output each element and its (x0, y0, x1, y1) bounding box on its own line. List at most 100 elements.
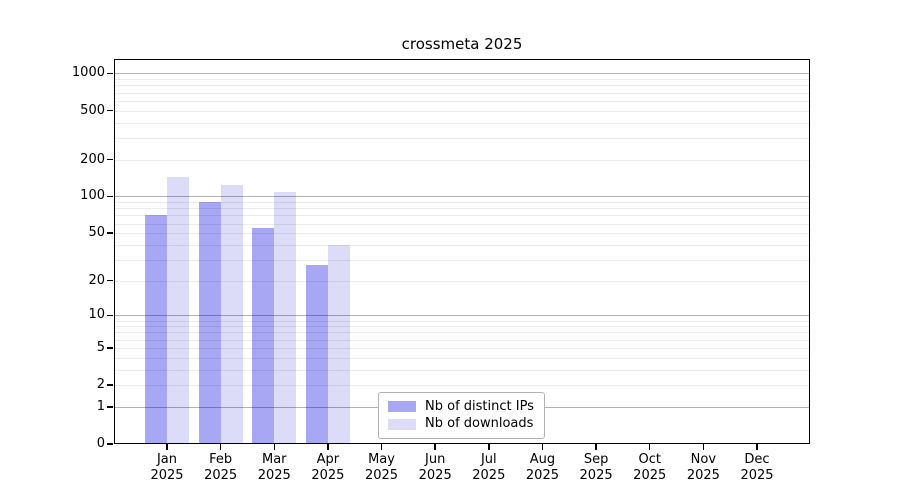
x-axis-tick-label: Jun 2025 (405, 452, 465, 483)
x-axis-tick (648, 444, 651, 450)
y-axis-tick-label: 5 (96, 339, 105, 355)
y-axis-tick (107, 314, 113, 317)
bar-nb-of-downloads-jan (167, 176, 189, 444)
minor-gridline (114, 233, 810, 235)
month-label: Jun (425, 452, 446, 467)
month-label: Aug (529, 452, 556, 467)
y-axis-tick (107, 384, 113, 386)
x-axis-tick (488, 444, 490, 450)
x-axis-tick (434, 444, 436, 450)
year-label: 2025 (204, 467, 238, 483)
month-label: Apr (316, 452, 340, 467)
bar-nb-of-distinct-ips-feb (198, 202, 221, 444)
minor-gridline (114, 159, 810, 161)
month-label: May (368, 452, 395, 467)
minor-gridline (114, 215, 810, 217)
year-label: 2025 (364, 467, 399, 483)
year-label: 2025 (525, 467, 559, 483)
month-label: Mar (262, 452, 287, 467)
major-gridline (114, 315, 810, 317)
legend-label: Nb of downloads (425, 416, 534, 432)
major-gridline (114, 73, 810, 75)
x-axis-tick-label: Oct 2025 (620, 452, 680, 483)
x-axis-tick-label: Jul 2025 (459, 452, 519, 483)
y-axis-tick-label: 0 (96, 436, 105, 451)
year-label: 2025 (311, 467, 345, 483)
x-axis-tick (756, 444, 758, 450)
month-label: Feb (209, 452, 233, 467)
year-label: 2025 (150, 467, 184, 483)
y-axis-tick-label: 500 (80, 102, 105, 118)
x-axis-tick-label: Mar 2025 (244, 452, 304, 483)
minor-gridline (114, 280, 810, 282)
year-label: 2025 (633, 467, 667, 483)
minor-gridline (114, 369, 810, 371)
minor-gridline (114, 357, 810, 359)
minor-gridline (114, 110, 810, 112)
x-axis-tick-label: Dec 2025 (727, 452, 787, 483)
x-axis-tick-label: Jan 2025 (137, 452, 197, 483)
y-axis-tick (107, 443, 113, 445)
y-axis-tick-label: 1 (96, 398, 105, 414)
month-label: Jul (480, 452, 497, 467)
minor-gridline (114, 385, 810, 387)
bar-nb-of-distinct-ips-jan (145, 215, 167, 444)
x-axis-tick (273, 444, 276, 450)
legend-item: Nb of downloads (388, 416, 535, 432)
year-label: 2025 (740, 467, 774, 483)
minor-gridline (114, 347, 810, 349)
minor-gridline (114, 332, 810, 334)
year-label: 2025 (418, 467, 452, 483)
month-label: Dec (744, 452, 770, 467)
y-axis-tick (107, 195, 113, 198)
chart-title: crossmeta 2025 (401, 35, 523, 53)
legend: Nb of distinct IPs Nb of downloads (378, 392, 545, 439)
x-axis-tick-label: Sep 2025 (566, 452, 626, 483)
minor-gridline (114, 223, 810, 225)
x-axis-tick-label: Aug 2025 (512, 452, 572, 483)
minor-gridline (114, 92, 810, 94)
y-axis-tick-label: 20 (88, 272, 105, 288)
bar-nb-of-distinct-ips-mar (252, 228, 275, 444)
month-label: Sep (583, 452, 609, 467)
bar-nb-of-downloads-feb (220, 185, 243, 444)
minor-gridline (114, 137, 810, 139)
minor-gridline (114, 122, 810, 124)
year-label: 2025 (579, 467, 613, 483)
month-label: Nov (690, 452, 717, 467)
bar-nb-of-distinct-ips-apr (305, 265, 328, 444)
minor-gridline (114, 326, 810, 328)
legend-swatch (388, 418, 416, 430)
month-label: Oct (638, 452, 661, 467)
y-axis-tick (107, 72, 113, 75)
bar-nb-of-downloads-mar (274, 192, 297, 444)
legend-label: Nb of distinct IPs (425, 398, 534, 414)
minor-gridline (114, 208, 810, 210)
x-axis-tick-label: Apr 2025 (298, 452, 358, 483)
x-axis-tick (166, 444, 168, 450)
x-axis-tick (702, 444, 705, 450)
legend-item: Nb of distinct IPs (388, 399, 535, 415)
y-axis-tick (107, 158, 113, 161)
minor-gridline (114, 339, 810, 341)
minor-gridline (114, 100, 810, 102)
year-label: 2025 (257, 467, 291, 483)
y-axis-tick (107, 406, 113, 408)
minor-gridline (114, 244, 810, 246)
minor-gridline (114, 320, 810, 322)
x-axis-tick (541, 444, 544, 450)
x-axis-tick-label: Feb 2025 (191, 452, 251, 483)
y-axis-tick (107, 232, 113, 234)
x-axis-tick (219, 444, 222, 450)
minor-gridline (114, 85, 810, 87)
x-axis-tick (380, 444, 383, 450)
x-axis-tick (327, 444, 329, 450)
year-label: 2025 (686, 467, 720, 483)
minor-gridline (114, 202, 810, 204)
y-axis-tick-label: 2 (96, 377, 105, 393)
bar-nb-of-downloads-apr (327, 244, 350, 444)
y-axis-tick (107, 109, 113, 112)
x-axis-tick-label: Nov 2025 (673, 452, 733, 483)
y-axis-tick-label: 200 (80, 151, 105, 167)
